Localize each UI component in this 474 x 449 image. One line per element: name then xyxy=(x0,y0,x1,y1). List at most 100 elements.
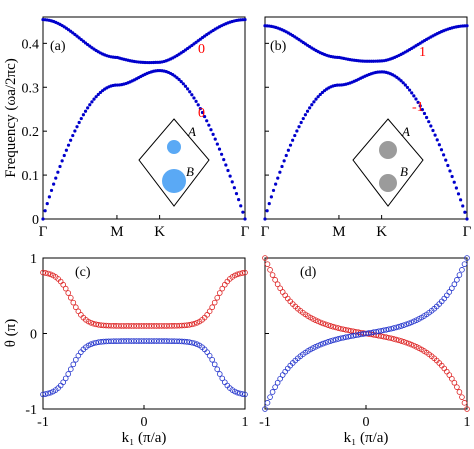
phase-point-blue xyxy=(332,336,339,343)
phase-point-blue xyxy=(234,389,241,396)
band-point-lower xyxy=(205,119,209,123)
band-point-lower xyxy=(177,77,181,82)
y-tick-label: 0.2 xyxy=(22,125,40,140)
x-tick-label: K xyxy=(376,224,387,240)
phase-point-blue xyxy=(262,406,268,412)
panel-a-marks xyxy=(41,18,247,221)
band-point-lower xyxy=(228,174,232,178)
phase-point-red xyxy=(393,336,400,343)
band-point-lower xyxy=(263,217,267,221)
band-point-lower xyxy=(401,81,405,85)
phase-point-red xyxy=(60,281,66,288)
x-tick-label: 1 xyxy=(464,415,471,430)
phase-point-red xyxy=(186,322,193,328)
x-tick-label: 0 xyxy=(363,415,370,430)
panel-b-marks xyxy=(263,24,469,221)
panel-c: (c) -1 0 1 -1 0 1 k₁ (π/a) xyxy=(25,252,248,446)
phase-point-blue xyxy=(380,327,387,334)
panel-c-ticks: -1 0 1 -1 0 1 xyxy=(25,252,248,430)
phase-point-red xyxy=(239,270,246,276)
phase-point-blue xyxy=(239,391,246,397)
phase-point-blue xyxy=(242,391,248,398)
band-point-lower xyxy=(318,92,322,97)
panel-d: (d) -1 0 1 k₁ (π/a) xyxy=(259,255,471,446)
phase-point-blue xyxy=(378,328,384,334)
phase-point-blue xyxy=(342,334,349,341)
phase-point-blue xyxy=(222,379,228,386)
band-point-lower xyxy=(96,92,100,97)
phase-point-blue xyxy=(315,342,321,349)
band-point-lower xyxy=(222,158,226,162)
phase-point-blue xyxy=(370,329,377,336)
phase-point-red xyxy=(335,325,342,331)
phase-point-blue xyxy=(277,375,283,382)
band-point-lower xyxy=(439,148,444,152)
band-point-lower xyxy=(303,113,307,117)
phase-point-blue xyxy=(388,325,395,332)
phase-point-blue xyxy=(348,333,354,339)
panel-a-inset: A B xyxy=(138,118,210,207)
band-point-lower xyxy=(94,95,98,99)
band-point-lower xyxy=(90,100,94,104)
band-point-lower xyxy=(320,90,325,95)
x-tick-label: Γ xyxy=(241,224,250,240)
phase-point-red xyxy=(269,272,276,278)
band-point-lower xyxy=(437,143,441,147)
phase-point-red xyxy=(378,333,384,339)
band-point-lower xyxy=(86,106,90,110)
band-point-lower xyxy=(175,76,179,80)
band-point-lower xyxy=(280,164,284,169)
band-point-lower xyxy=(412,94,416,98)
phase-point-blue xyxy=(264,400,271,406)
band-point-lower xyxy=(49,188,54,193)
y-tick-label: -1 xyxy=(25,403,37,418)
band-point-lower xyxy=(316,95,320,99)
band-point-lower xyxy=(196,103,200,107)
panel-a-label: (a) xyxy=(50,39,66,54)
band-point-lower xyxy=(429,124,433,128)
phase-point-blue xyxy=(459,267,465,273)
x-tick-label: Γ xyxy=(39,224,48,240)
band-point-lower xyxy=(267,202,271,206)
band-point-lower xyxy=(403,83,407,87)
band-point-lower xyxy=(232,186,236,190)
band-point-lower xyxy=(425,115,429,120)
phase-point-red xyxy=(446,372,453,378)
panel-b-atom-b-label: B xyxy=(400,164,408,179)
phase-point-blue xyxy=(403,321,410,328)
band-point-lower xyxy=(310,103,314,107)
band-point-lower xyxy=(405,85,410,90)
panel-a-atom-a xyxy=(167,140,181,154)
band-point-lower xyxy=(446,163,450,168)
band-point-lower xyxy=(209,128,213,132)
phase-point-blue xyxy=(335,336,342,342)
phase-point-red xyxy=(461,400,468,406)
phase-point-blue xyxy=(62,375,69,382)
band-point-lower xyxy=(226,168,230,173)
phase-point-blue xyxy=(90,340,97,347)
band-point-lower xyxy=(66,143,71,147)
phase-point-blue xyxy=(70,361,77,368)
band-point-lower xyxy=(234,192,239,196)
band-point-lower xyxy=(459,198,463,202)
band-point-lower xyxy=(220,152,224,156)
phase-point-blue xyxy=(398,323,405,329)
phase-point-blue xyxy=(189,339,195,346)
band-point-lower xyxy=(75,125,79,129)
band-point-lower xyxy=(284,153,288,158)
phase-point-blue xyxy=(312,344,319,350)
y-tick-label: 0 xyxy=(30,328,37,343)
phase-point-blue xyxy=(451,281,458,288)
band-point-lower xyxy=(397,77,401,81)
phase-point-red xyxy=(385,334,392,341)
band-point-lower xyxy=(79,116,83,121)
phase-point-red xyxy=(340,326,347,333)
phase-point-red xyxy=(206,308,213,315)
x-tick-label: 0 xyxy=(141,415,148,430)
band-point-lower xyxy=(454,186,458,190)
panel-b-annotation-upper: 1 xyxy=(419,45,426,60)
phase-point-red xyxy=(40,269,46,276)
phase-point-blue xyxy=(443,292,450,299)
band-point-lower xyxy=(215,142,219,146)
band-point-lower xyxy=(410,91,414,95)
